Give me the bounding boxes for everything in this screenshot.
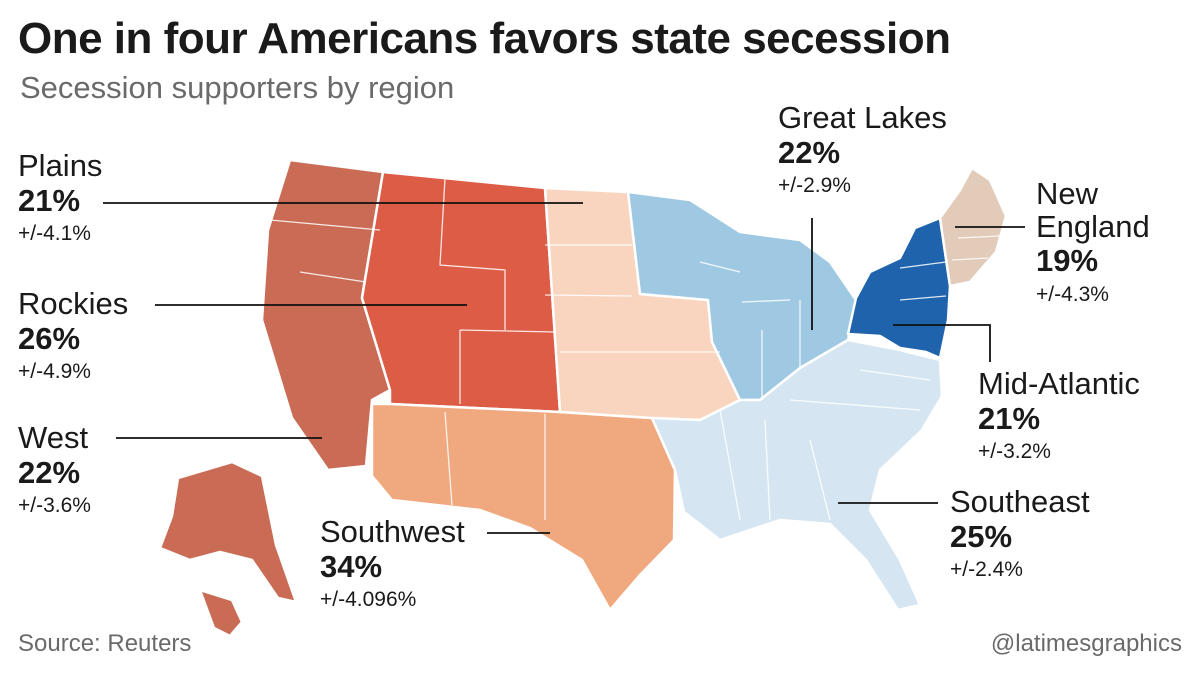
region-name: Southeast xyxy=(950,484,1090,519)
label-great-lakes: Great Lakes 22% +/-2.9% xyxy=(778,100,947,198)
region-name-line2: England xyxy=(1036,208,1150,244)
region-margin: +/-3.6% xyxy=(18,494,91,518)
region-margin: +/-4.9% xyxy=(18,360,91,384)
label-southeast: Southeast 25% +/-2.4% xyxy=(950,484,1090,582)
region-name: Rockies xyxy=(18,286,129,321)
region-name: Plains xyxy=(18,148,103,183)
region-margin: +/-4.1% xyxy=(18,222,91,246)
region-percent: 21% xyxy=(18,182,81,218)
label-new-england: New England 19% +/-4.3% xyxy=(1036,176,1150,306)
label-rockies: Rockies 26% +/-4.9% xyxy=(18,286,129,384)
region-percent: 22% xyxy=(18,454,81,490)
leader-mid-atlantic xyxy=(893,324,991,362)
label-west: West 22% +/-3.6% xyxy=(18,420,91,518)
region-rockies xyxy=(360,170,562,414)
label-southwest: Southwest 34% +/-4.096% xyxy=(320,514,465,612)
region-percent: 25% xyxy=(950,518,1013,554)
chart-subtitle: Secession supporters by region xyxy=(20,70,455,105)
region-margin: +/-2.9% xyxy=(778,174,851,198)
region-name: Great Lakes xyxy=(778,100,947,135)
state-borders xyxy=(269,177,1001,521)
region-name: Mid-Atlantic xyxy=(978,366,1140,401)
region-hawaii xyxy=(198,588,244,638)
region-margin: +/-3.2% xyxy=(978,440,1051,464)
source-note: Source: Reuters xyxy=(18,630,192,657)
region-percent: 22% xyxy=(778,134,841,170)
label-plains: Plains 21% +/-4.1% xyxy=(18,148,103,246)
label-mid-atlantic: Mid-Atlantic 21% +/-3.2% xyxy=(978,366,1140,464)
region-mid-atlantic xyxy=(846,216,952,360)
region-name: West xyxy=(18,420,89,455)
chart-title: One in four Americans favors state seces… xyxy=(18,14,951,63)
region-margin: +/-4.096% xyxy=(320,588,417,612)
region-percent: 26% xyxy=(18,320,81,356)
region-name: Southwest xyxy=(320,514,465,549)
region-margin: +/-2.4% xyxy=(950,558,1023,582)
region-percent: 21% xyxy=(978,400,1041,436)
credit-handle: @latimesgraphics xyxy=(990,630,1182,657)
region-percent: 19% xyxy=(1036,243,1099,279)
region-margin: +/-4.3% xyxy=(1036,282,1109,306)
region-name-line1: New xyxy=(1036,176,1099,211)
region-percent: 34% xyxy=(320,548,383,584)
region-alaska xyxy=(158,460,298,604)
